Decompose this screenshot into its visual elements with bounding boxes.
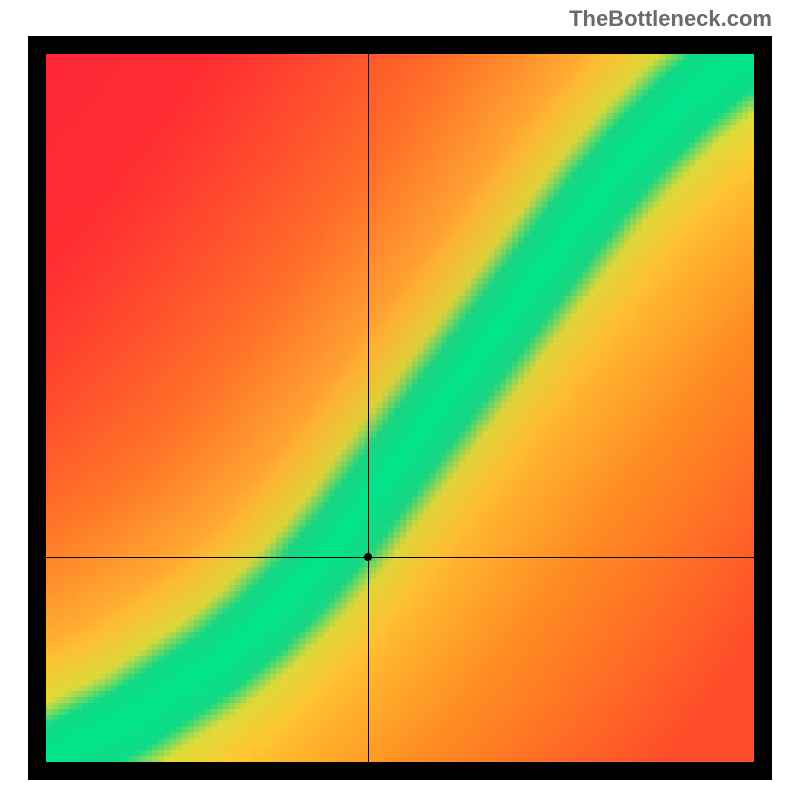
crosshair-vertical	[368, 54, 369, 762]
attribution-text: TheBottleneck.com	[569, 6, 772, 32]
crosshair-marker	[364, 553, 372, 561]
crosshair-horizontal	[46, 557, 754, 558]
chart-container: TheBottleneck.com	[0, 0, 800, 800]
heatmap-plot	[46, 54, 754, 762]
heatmap-canvas	[46, 54, 754, 762]
chart-frame	[28, 36, 772, 780]
